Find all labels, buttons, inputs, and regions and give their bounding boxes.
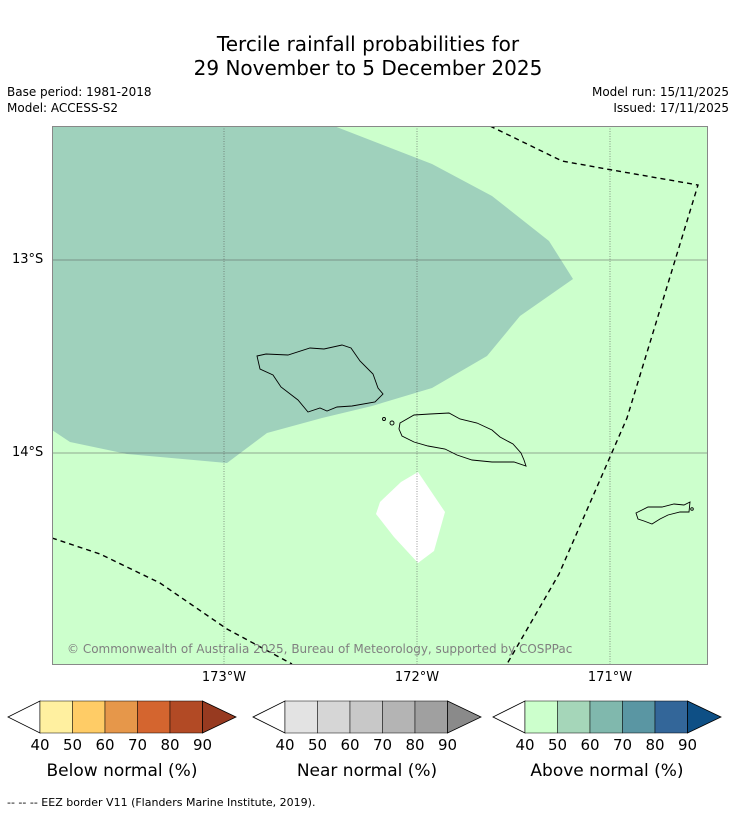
title-line-1: Tercile rainfall probabilities for [216, 32, 520, 56]
legend-tick: 80 [160, 736, 180, 754]
legend-above-colorbar [492, 700, 722, 734]
legend-tick: 40 [515, 736, 535, 754]
legend-swatch [317, 700, 351, 734]
legend-tick: 70 [127, 736, 148, 754]
legend-swatch [447, 700, 482, 734]
legend-tick: 90 [677, 736, 698, 754]
legend-tick: 90 [192, 736, 213, 754]
legend-swatch [284, 700, 318, 734]
legend-tick: 40 [275, 736, 295, 754]
legend-tick: 40 [30, 736, 50, 754]
legend-title-below: Below normal (%) [46, 761, 198, 781]
above-normal-50-region [52, 126, 573, 463]
lon-label-171w: 171°W [587, 670, 633, 685]
aunuu-island [690, 507, 694, 511]
legend-tick: 70 [612, 736, 633, 754]
legend-swatch [72, 700, 106, 734]
gridlines [223, 126, 611, 664]
issued-date: Issued: 17/11/2025 [613, 101, 729, 115]
legend-swatch [687, 700, 722, 734]
legend-swatch [349, 700, 383, 734]
legend-swatch [557, 700, 591, 734]
legend-tick: 60 [580, 736, 600, 754]
lat-label-14s: 14°S [12, 445, 44, 460]
manono-island [382, 417, 386, 421]
legend-tick: 50 [62, 736, 83, 754]
legend-tick: 50 [547, 736, 568, 754]
legend-swatch [524, 700, 558, 734]
lat-gridlines [52, 259, 707, 454]
legend-swatch [622, 700, 656, 734]
map-frame [52, 126, 708, 665]
model-name: Model: ACCESS-S2 [7, 101, 119, 115]
legend-swatch [104, 700, 138, 734]
legend-title-near: Near normal (%) [296, 761, 438, 781]
apolima-island [389, 420, 395, 426]
map: © Commonwealth of Australia 2025, Bureau… [52, 126, 707, 664]
legend-swatch [169, 700, 203, 734]
legend-swatch [382, 700, 416, 734]
legend-swatch [202, 700, 237, 734]
legend-tick: 60 [340, 736, 360, 754]
copyright-text: © Commonwealth of Australia 2025, Bureau… [67, 642, 572, 656]
legend-tick: 60 [95, 736, 115, 754]
no-data-region [376, 472, 445, 563]
lat-label-13s: 13°S [12, 252, 44, 267]
legend-tick: 50 [307, 736, 328, 754]
legend-swatch [589, 700, 623, 734]
upolu-island [398, 412, 527, 467]
legend-tick: 70 [372, 736, 393, 754]
eez-footnote: -- -- -- EEZ border V11 (Flanders Marine… [7, 796, 316, 809]
legend-swatch [39, 700, 73, 734]
savaii-island [256, 344, 384, 413]
base-period: Base period: 1981-2018 [7, 85, 152, 99]
legend-swatch [414, 700, 448, 734]
lon-label-173w: 173°W [201, 670, 247, 685]
legend-swatch [137, 700, 171, 734]
eez-border [52, 126, 699, 664]
model-run: Model run: 15/11/2025 [591, 85, 729, 99]
title-line-2: 29 November to 5 December 2025 [193, 56, 543, 80]
legend-near-colorbar [252, 700, 482, 734]
lon-label-172w: 172°W [394, 670, 440, 685]
tutuila-island [635, 501, 691, 525]
legend-below-colorbar [7, 700, 237, 734]
legend-title-above: Above normal (%) [530, 761, 684, 781]
legend-tick: 80 [405, 736, 425, 754]
legend-tick: 90 [437, 736, 458, 754]
legend-tick: 80 [645, 736, 665, 754]
legend-swatch [654, 700, 688, 734]
